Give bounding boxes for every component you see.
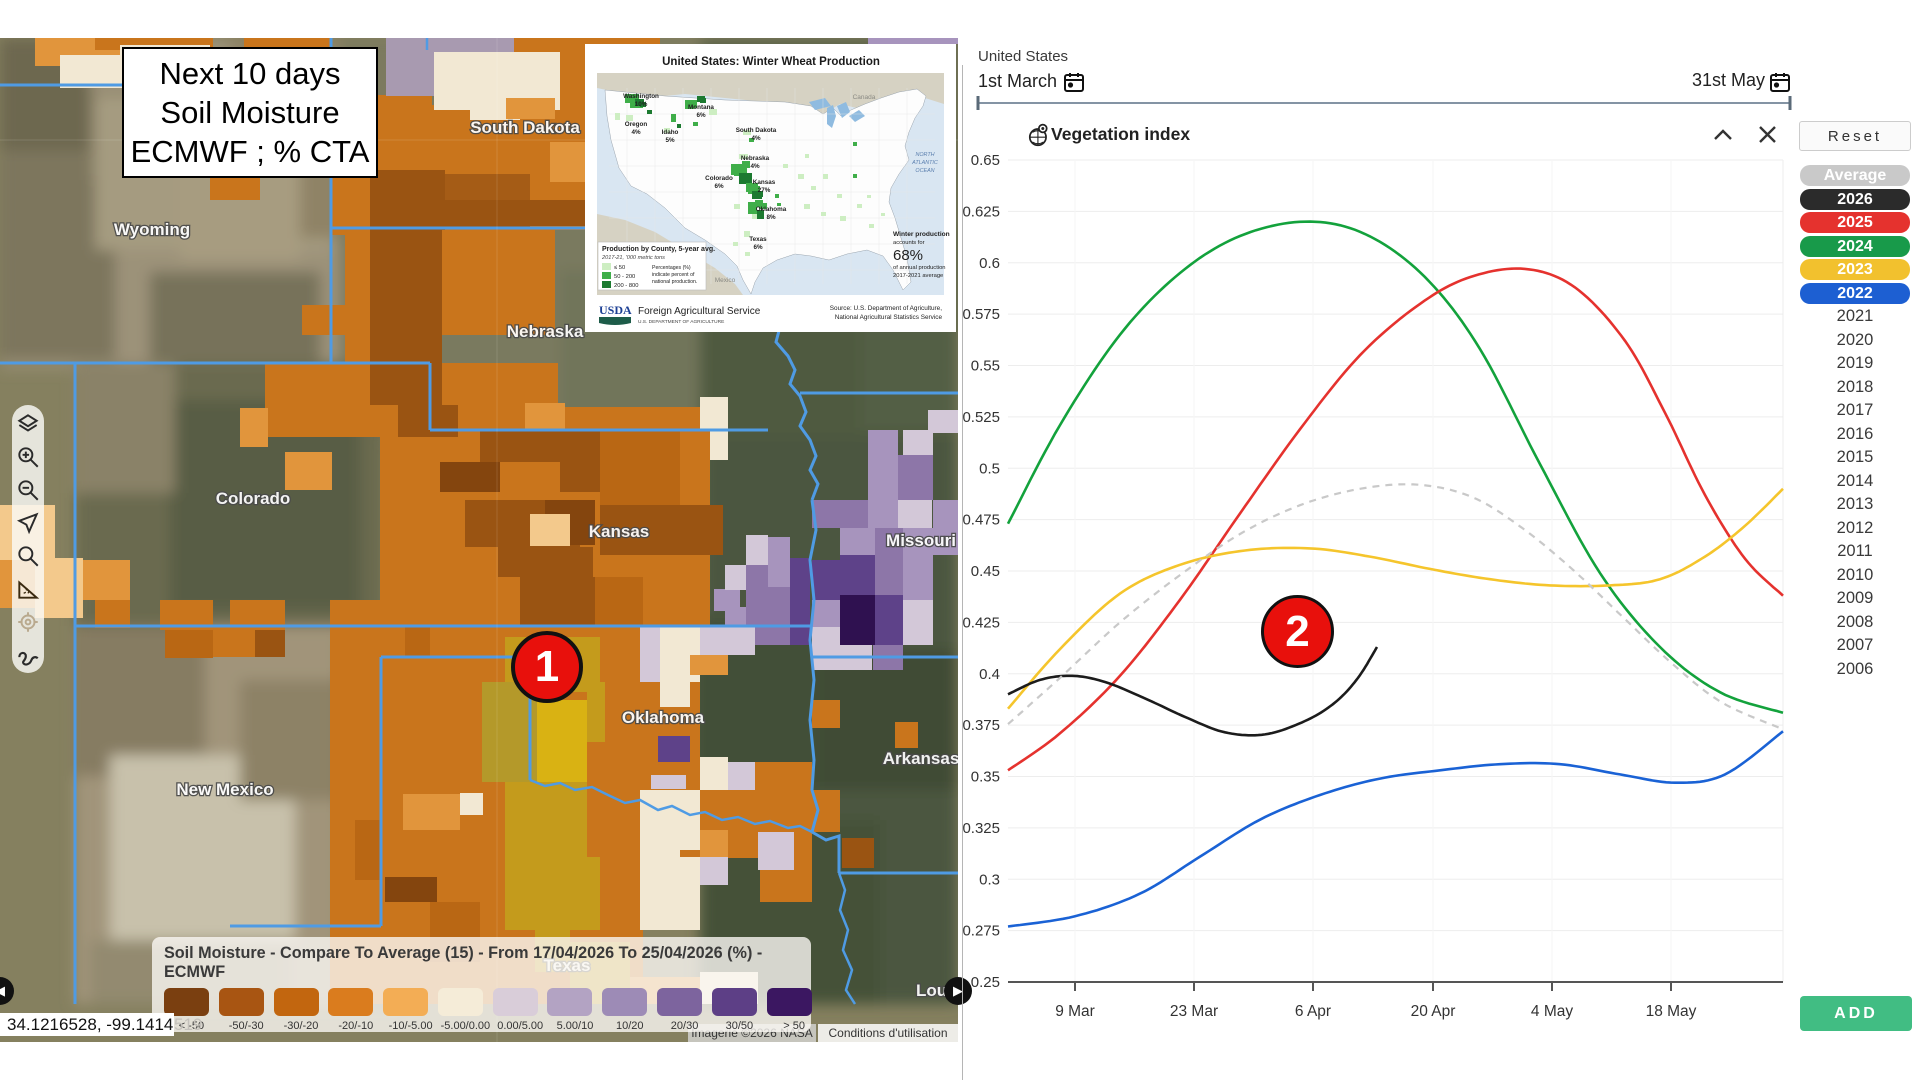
svg-text:4%: 4%: [750, 163, 760, 170]
svg-text:Oklahoma: Oklahoma: [622, 708, 705, 727]
svg-text:≤ 50: ≤ 50: [614, 265, 625, 271]
svg-text:0.3: 0.3: [979, 871, 1000, 888]
svg-text:6%: 6%: [753, 244, 763, 251]
svg-text:accounts for: accounts for: [893, 240, 925, 246]
svg-text:0.525: 0.525: [962, 409, 1000, 426]
svg-text:4%: 4%: [751, 135, 761, 142]
svg-text:0.375: 0.375: [962, 717, 1000, 734]
svg-text:Montana: Montana: [688, 104, 714, 111]
svg-text:Production by County, 5-year a: Production by County, 5-year avg.: [602, 246, 715, 253]
svg-text:Arkansas: Arkansas: [883, 749, 958, 768]
svg-text:Canada: Canada: [853, 94, 876, 101]
svg-text:Winter production: Winter production: [893, 231, 950, 238]
svg-text:20 Apr: 20 Apr: [1411, 1003, 1456, 1020]
svg-text:6 Apr: 6 Apr: [1295, 1003, 1331, 1020]
svg-text:2017-2021 average: 2017-2021 average: [893, 273, 943, 279]
svg-text:South Dakota: South Dakota: [736, 127, 777, 134]
svg-text:0.275: 0.275: [962, 923, 1000, 940]
svg-text:Colorado: Colorado: [216, 489, 291, 508]
svg-text:0.5: 0.5: [979, 460, 1000, 477]
svg-text:Idaho: Idaho: [662, 129, 679, 136]
svg-text:0.6: 0.6: [979, 255, 1000, 272]
svg-text:of annual production: of annual production: [893, 265, 946, 271]
svg-text:Nebraska: Nebraska: [507, 322, 584, 341]
svg-text:Oregon: Oregon: [625, 121, 648, 128]
svg-text:9 Mar: 9 Mar: [1055, 1003, 1095, 1020]
svg-text:Wyoming: Wyoming: [114, 220, 190, 239]
svg-text:New Mexico: New Mexico: [176, 780, 273, 799]
svg-text:Nebraska: Nebraska: [741, 155, 770, 162]
svg-text:10%: 10%: [635, 101, 648, 108]
svg-text:6%: 6%: [696, 112, 706, 119]
svg-text:0.35: 0.35: [971, 769, 1000, 786]
svg-text:ATLANTIC: ATLANTIC: [911, 160, 938, 166]
svg-text:0.625: 0.625: [962, 203, 1000, 220]
svg-text:23 Mar: 23 Mar: [1170, 1003, 1218, 1020]
svg-text:18 May: 18 May: [1646, 1003, 1697, 1020]
svg-text:0.325: 0.325: [962, 820, 1000, 837]
svg-text:200 - 800: 200 - 800: [614, 283, 639, 289]
svg-text:U.S. DEPARTMENT OF AGRICULTURE: U.S. DEPARTMENT OF AGRICULTURE: [638, 319, 724, 325]
svg-text:68%: 68%: [893, 247, 923, 264]
svg-text:Colorado: Colorado: [705, 175, 733, 182]
svg-text:Source: U.S. Department of Agr: Source: U.S. Department of Agriculture,: [830, 305, 942, 312]
svg-text:Kansas: Kansas: [753, 179, 776, 186]
svg-text:South Dakota: South Dakota: [470, 118, 580, 137]
svg-text:2017-21, '000 metric tons: 2017-21, '000 metric tons: [601, 255, 665, 261]
svg-text:0.25: 0.25: [971, 974, 1000, 991]
svg-text:United States: Winter Wheat Pr: United States: Winter Wheat Production: [662, 56, 880, 68]
svg-text:4 May: 4 May: [1531, 1003, 1573, 1020]
svg-text:Missouri: Missouri: [886, 531, 956, 550]
svg-text:0.55: 0.55: [971, 358, 1000, 375]
svg-text:27%: 27%: [758, 187, 771, 194]
svg-text:Kansas: Kansas: [589, 522, 649, 541]
svg-text:NORTH: NORTH: [915, 152, 934, 158]
svg-text:0.4: 0.4: [979, 666, 1000, 683]
svg-text:Texas: Texas: [749, 236, 767, 243]
svg-text:Mexico: Mexico: [715, 277, 736, 284]
svg-text:Washington: Washington: [623, 93, 659, 100]
svg-text:indicate percent of: indicate percent of: [652, 272, 695, 278]
svg-text:4%: 4%: [631, 129, 641, 136]
svg-text:5%: 5%: [665, 137, 675, 144]
svg-text:0.425: 0.425: [962, 614, 1000, 631]
svg-text:6%: 6%: [714, 183, 724, 190]
svg-text:Percentages (%): Percentages (%): [652, 265, 691, 271]
svg-text:national production.: national production.: [652, 279, 697, 285]
svg-text:Oklahoma: Oklahoma: [756, 206, 787, 213]
svg-text:USDA: USDA: [599, 303, 632, 317]
svg-text:0.575: 0.575: [962, 306, 1000, 323]
svg-text:Foreign Agricultural Service: Foreign Agricultural Service: [638, 306, 761, 317]
svg-text:0.475: 0.475: [962, 512, 1000, 529]
svg-text:50 - 200: 50 - 200: [614, 274, 635, 280]
svg-text:8%: 8%: [766, 214, 776, 221]
svg-text:OCEAN: OCEAN: [915, 168, 934, 174]
svg-text:National Agricultural Statisti: National Agricultural Statistics Service: [835, 314, 943, 321]
svg-text:0.65: 0.65: [971, 152, 1000, 169]
svg-text:0.45: 0.45: [971, 563, 1000, 580]
